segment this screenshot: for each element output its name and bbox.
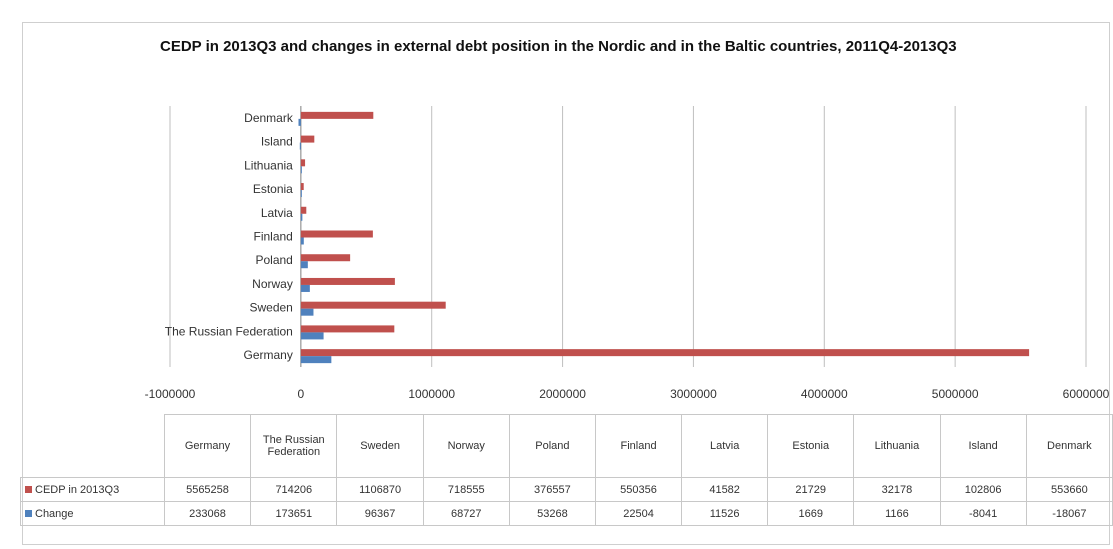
cedp-bar-sweden — [300, 301, 446, 309]
table-cell: -18067 — [1025, 501, 1113, 526]
change-bar-estonia — [300, 190, 302, 198]
change-bar-germany — [300, 356, 332, 364]
table-cell: 1106870 — [336, 477, 424, 502]
table-column-header: Island — [939, 414, 1027, 478]
bar-chart-plot: Germany The Russian Federation Sweden Norwa… — [145, 106, 1110, 401]
table-cell: 1166 — [853, 501, 941, 526]
change-bar-sweden — [300, 308, 314, 316]
row-label-text: Change — [35, 507, 74, 520]
cedp-bar-poland — [300, 254, 351, 262]
change-bar-latvia — [300, 213, 303, 221]
x-tick-label: 6000000 — [1063, 387, 1110, 401]
category-label: Sweden — [249, 301, 292, 315]
change-bar-poland — [300, 261, 308, 269]
change-bar-denmark — [298, 118, 301, 126]
category-label: Island — [261, 135, 293, 149]
table-cell: 718555 — [422, 477, 510, 502]
table-column-header: Germany — [163, 414, 252, 478]
table-column-header: Latvia — [681, 414, 769, 478]
change-bar-finland — [300, 237, 304, 245]
table-cell: 41582 — [681, 477, 769, 502]
data-table: Germany The Russian Federation Sweden Norwa… — [20, 414, 1113, 526]
table-column-header: Poland — [508, 414, 596, 478]
x-tick-label: 1000000 — [408, 387, 455, 401]
chart-title: CEDP in 2013Q3 and changes in external d… — [160, 38, 957, 55]
table-column-header: Lithuania — [853, 414, 941, 478]
category-labels: Germany The Russian Federation Sweden Norwa… — [165, 111, 294, 362]
table-corner — [20, 414, 165, 478]
table-column-header: Sweden — [336, 414, 424, 478]
x-tick-labels: -1000000 0 1000000 2000000 3000000 4000000 500… — [145, 387, 1110, 401]
table-cell: 714206 — [250, 477, 338, 502]
table-cell: 21729 — [767, 477, 855, 502]
x-tick-label: -1000000 — [145, 387, 196, 401]
table-cell: 553660 — [1025, 477, 1113, 502]
cedp-bar-lithuania — [300, 159, 306, 167]
x-tick-label: 5000000 — [932, 387, 979, 401]
table-column-header: Denmark — [1025, 414, 1113, 478]
change-bar-norway — [300, 284, 310, 292]
cedp-bar-latvia — [300, 206, 307, 214]
table-cell: 550356 — [594, 477, 683, 502]
change-bar-the-russian-federation — [300, 332, 324, 340]
table-cell: 376557 — [508, 477, 596, 502]
change-bar-lithuania — [300, 166, 302, 174]
category-label: Latvia — [261, 206, 293, 220]
table-row-change: Change 233068 173651 96367 68727 53268 22504 1… — [20, 501, 1113, 526]
table-column-header: The Russian Federation — [250, 414, 338, 478]
table-cell: 53268 — [508, 501, 596, 526]
table-cell: 32178 — [853, 477, 941, 502]
table-column-header: Norway — [422, 414, 510, 478]
table-cell: 233068 — [163, 501, 252, 526]
change-bar-island — [299, 142, 301, 150]
table-cell: 96367 — [336, 501, 424, 526]
category-label: Finland — [253, 230, 292, 244]
table-cell: 11526 — [681, 501, 769, 526]
table-cell: -8041 — [939, 501, 1027, 526]
cedp-bar-germany — [300, 349, 1030, 357]
category-label: Estonia — [253, 182, 293, 196]
table-cell: 22504 — [594, 501, 683, 526]
category-label: Denmark — [244, 111, 294, 125]
cedp-bar-island — [300, 135, 315, 143]
table-cell: 68727 — [422, 501, 510, 526]
row-label-text: CEDP in 2013Q3 — [35, 483, 120, 496]
table-cell: 173651 — [250, 501, 338, 526]
change-legend-swatch — [25, 510, 32, 518]
table-cell: 102806 — [939, 477, 1027, 502]
table-row-label: Change — [20, 501, 165, 526]
table-cell: 5565258 — [163, 477, 252, 502]
cedp-legend-swatch — [25, 486, 32, 494]
category-label: Germany — [243, 348, 292, 362]
table-column-header: Estonia — [767, 414, 855, 478]
x-tick-label: 0 — [298, 387, 305, 401]
x-tick-label: 4000000 — [801, 387, 848, 401]
bars — [298, 111, 1030, 364]
category-label: Norway — [252, 277, 293, 291]
cedp-bar-denmark — [300, 111, 374, 119]
table-row-label: CEDP in 2013Q3 — [20, 477, 165, 502]
table-header-row: Germany The Russian Federation Sweden Norwa… — [20, 414, 1113, 478]
table-cell: 1669 — [767, 501, 855, 526]
category-label: The Russian Federation — [165, 324, 293, 338]
cedp-bar-estonia — [300, 183, 304, 191]
cedp-bar-finland — [300, 230, 373, 238]
x-tick-label: 3000000 — [670, 387, 717, 401]
table-column-header: Finland — [594, 414, 683, 478]
category-label: Lithuania — [244, 158, 293, 172]
category-label: Poland — [255, 253, 292, 267]
cedp-bar-the-russian-federation — [300, 325, 395, 333]
chart-border — [22, 22, 1110, 545]
table-row-cedp: CEDP in 2013Q3 5565258 714206 1106870 71855… — [20, 477, 1113, 502]
x-tick-label: 2000000 — [539, 387, 586, 401]
cedp-bar-norway — [300, 277, 395, 285]
